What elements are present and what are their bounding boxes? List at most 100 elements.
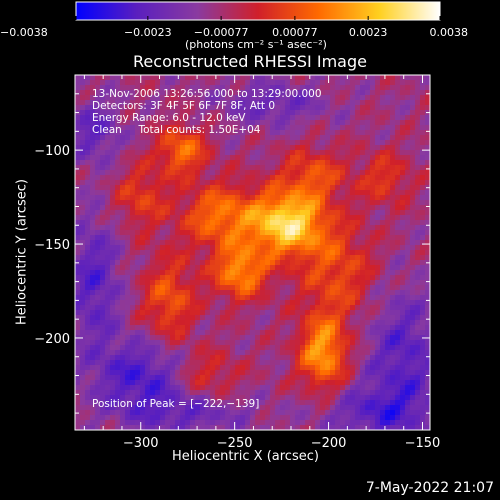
heatmap-cell	[220, 205, 226, 211]
heatmap-cell	[190, 240, 196, 246]
heatmap-cell	[340, 400, 346, 406]
heatmap-cell	[365, 400, 371, 406]
heatmap-cell	[110, 260, 116, 266]
heatmap-cell	[385, 100, 391, 106]
heatmap-cell	[300, 235, 306, 241]
heatmap-cell	[105, 320, 111, 326]
heatmap-cell	[90, 360, 96, 366]
heatmap-cell	[155, 100, 161, 106]
heatmap-cell	[270, 300, 276, 306]
heatmap-cell	[355, 250, 361, 256]
heatmap-cell	[220, 170, 226, 176]
heatmap-cell	[160, 240, 166, 246]
heatmap-cell	[260, 150, 266, 156]
heatmap-cell	[255, 125, 261, 131]
heatmap-cell	[310, 390, 316, 396]
heatmap-cell	[125, 95, 131, 101]
heatmap-cell	[140, 245, 146, 251]
heatmap-cell	[320, 125, 326, 131]
heatmap-cell	[195, 110, 201, 116]
heatmap-cell	[285, 320, 291, 326]
heatmap-cell	[370, 365, 376, 371]
heatmap-cell	[415, 345, 421, 351]
heatmap-cell	[350, 85, 356, 91]
heatmap-cell	[290, 340, 296, 346]
heatmap-cell	[95, 175, 101, 181]
heatmap-cell	[300, 415, 306, 421]
heatmap-cell	[130, 210, 136, 216]
heatmap-cell	[310, 415, 316, 421]
heatmap-cell	[250, 305, 256, 311]
heatmap-cell	[75, 235, 81, 241]
heatmap-cell	[90, 285, 96, 291]
heatmap-cell	[410, 320, 416, 326]
heatmap-cell	[360, 400, 366, 406]
heatmap-cell	[150, 355, 156, 361]
heatmap-cell	[355, 380, 361, 386]
heatmap-cell	[75, 150, 81, 156]
heatmap-cell	[90, 305, 96, 311]
heatmap-cell	[225, 185, 231, 191]
heatmap-cell	[240, 365, 246, 371]
heatmap-cell	[280, 410, 286, 416]
heatmap-cell	[195, 190, 201, 196]
heatmap-cell	[385, 195, 391, 201]
heatmap-cell	[340, 315, 346, 321]
heatmap-cell	[420, 90, 426, 96]
heatmap-cell	[115, 250, 121, 256]
heatmap-cell	[135, 390, 141, 396]
heatmap-cell	[295, 145, 301, 151]
heatmap-cell	[135, 420, 141, 426]
heatmap-cell	[210, 390, 216, 396]
heatmap-cell	[410, 390, 416, 396]
heatmap-cell	[380, 230, 386, 236]
heatmap-cell	[130, 150, 136, 156]
heatmap-cell	[280, 135, 286, 141]
heatmap-cell	[135, 120, 141, 126]
heatmap-cell	[125, 330, 131, 336]
heatmap-cell	[370, 265, 376, 271]
heatmap-cell	[200, 150, 206, 156]
heatmap-cell	[120, 115, 126, 121]
heatmap-cell	[340, 350, 346, 356]
heatmap-cell	[145, 280, 151, 286]
heatmap-cell	[200, 375, 206, 381]
heatmap-cell	[125, 90, 131, 96]
heatmap-cell	[125, 285, 131, 291]
heatmap-cell	[115, 85, 121, 91]
heatmap-cell	[400, 200, 406, 206]
heatmap-cell	[275, 250, 281, 256]
heatmap-cell	[210, 120, 216, 126]
heatmap-cell	[390, 130, 396, 136]
heatmap-cell	[115, 135, 121, 141]
heatmap-cell	[355, 370, 361, 376]
heatmap-cell	[130, 255, 136, 261]
heatmap-cell	[390, 340, 396, 346]
heatmap-cell	[400, 80, 406, 86]
heatmap-cell	[110, 295, 116, 301]
heatmap-cell	[205, 125, 211, 131]
heatmap-cell	[350, 335, 356, 341]
heatmap-cell	[100, 120, 106, 126]
heatmap-cell	[195, 405, 201, 411]
heatmap-cell	[390, 420, 396, 426]
heatmap-cell	[155, 110, 161, 116]
heatmap-cell	[180, 340, 186, 346]
heatmap-cell	[420, 325, 426, 331]
heatmap-cell	[170, 265, 176, 271]
heatmap-cell	[410, 270, 416, 276]
heatmap-cell	[80, 170, 86, 176]
heatmap-cell	[145, 275, 151, 281]
heatmap-cell	[305, 365, 311, 371]
heatmap-cell	[80, 85, 86, 91]
heatmap-cell	[260, 330, 266, 336]
heatmap-cell	[235, 350, 241, 356]
heatmap-cell	[80, 120, 86, 126]
heatmap-cell	[425, 275, 430, 281]
heatmap-cell	[285, 230, 291, 236]
heatmap-cell	[340, 85, 346, 91]
heatmap-cell	[185, 260, 191, 266]
heatmap-cell	[100, 165, 106, 171]
heatmap-cell	[400, 120, 406, 126]
heatmap-cell	[190, 245, 196, 251]
